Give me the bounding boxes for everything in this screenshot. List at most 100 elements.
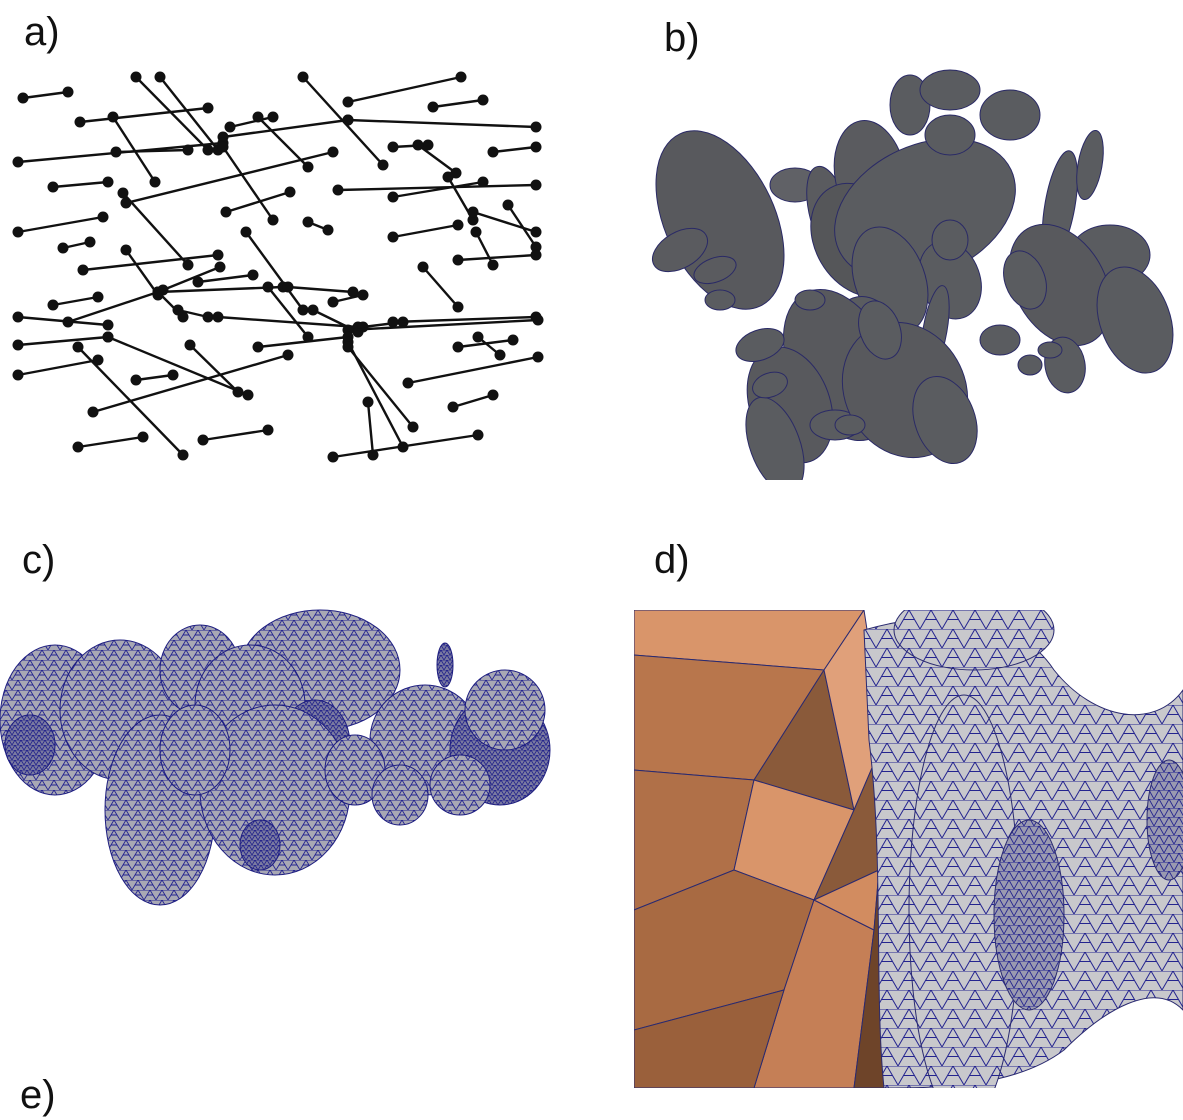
fracture-trace-32-start bbox=[502, 199, 514, 211]
fracture-trace-31-start bbox=[470, 226, 482, 238]
fracture-trace-21-end bbox=[284, 186, 296, 198]
fracture-trace-39 bbox=[197, 273, 254, 284]
fracture-trace-3-start bbox=[154, 71, 166, 83]
fracture-disc-37 bbox=[794, 289, 826, 311]
fracture-trace-8-end bbox=[149, 176, 161, 188]
fracture-trace-6-end bbox=[477, 94, 489, 106]
mesh-closeup-panel bbox=[634, 610, 1183, 1088]
fracture-trace-42-end bbox=[347, 286, 359, 298]
fracture-trace-10-end bbox=[302, 161, 314, 173]
fracture-trace-17 bbox=[492, 145, 537, 154]
fracture-trace-60-end bbox=[494, 349, 506, 361]
fracture-trace-14 bbox=[115, 148, 189, 154]
fracture-trace-57-start bbox=[252, 341, 264, 353]
fracture-trace-30-start bbox=[467, 206, 479, 218]
fracture-trace-20-end bbox=[267, 214, 279, 226]
meshed-fracture-15 bbox=[159, 704, 231, 796]
fracture-disc-29 bbox=[735, 328, 785, 362]
fracture-trace-22 bbox=[337, 183, 537, 192]
fracture-trace-38-start bbox=[452, 254, 464, 266]
meshed-fracture-18 bbox=[239, 819, 281, 871]
fracture-trace-2-start bbox=[130, 71, 142, 83]
fracture-trace-15-end bbox=[422, 139, 434, 151]
fracture-trace-2-end bbox=[202, 144, 214, 156]
fracture-trace-66-end bbox=[532, 351, 544, 363]
fracture-trace-26-end bbox=[97, 211, 109, 223]
fracture-disc-30 bbox=[704, 289, 736, 311]
fracture-trace-53 bbox=[347, 318, 539, 332]
panel-label-b: b) bbox=[664, 16, 700, 60]
fracture-trace-21 bbox=[225, 190, 291, 214]
fracture-trace-66 bbox=[407, 355, 539, 385]
fracture-trace-35 bbox=[162, 265, 221, 292]
fracture-trace-5 bbox=[347, 75, 462, 104]
fracture-disc-31 bbox=[1017, 354, 1043, 376]
fracture-trace-68-end bbox=[262, 424, 274, 436]
fracture-trace-40 bbox=[52, 295, 99, 307]
fracture-trace-22-end bbox=[530, 179, 542, 191]
fracture-trace-28-end bbox=[182, 259, 194, 271]
fracture-trace-53-end bbox=[532, 314, 544, 326]
fracture-trace-34-start bbox=[120, 244, 132, 256]
fracture-trace-27-end bbox=[84, 236, 96, 248]
fracture-trace-22-start bbox=[332, 184, 344, 196]
fracture-trace-65-start bbox=[342, 341, 354, 353]
fracture-trace-56-end bbox=[232, 386, 244, 398]
fracture-trace-34 bbox=[125, 249, 159, 296]
fracture-trace-12-end bbox=[530, 121, 542, 133]
fracture-trace-43-start bbox=[12, 311, 24, 323]
fracture-trace-37-start bbox=[417, 261, 429, 273]
fracture-trace-33-end bbox=[212, 249, 224, 261]
fracture-trace-37-end bbox=[452, 301, 464, 313]
fracture-trace-31-end bbox=[487, 259, 499, 271]
fracture-trace-38-end bbox=[530, 249, 542, 261]
fracture-trace-20-start bbox=[217, 141, 229, 153]
fracture-trace-7 bbox=[79, 106, 209, 124]
fracture-trace-4-start bbox=[297, 71, 309, 83]
intersecting-fracture-mesh bbox=[993, 819, 1065, 1011]
meshed-fracture-17 bbox=[429, 754, 491, 816]
fracture-disc-16 bbox=[1096, 266, 1174, 374]
fracture-trace-13-start bbox=[12, 156, 24, 168]
fracture-trace-5-start bbox=[342, 96, 354, 108]
fracture-trace-39-start bbox=[192, 276, 204, 288]
fracture-trace-46-end bbox=[202, 311, 214, 323]
fracture-trace-12 bbox=[347, 118, 537, 129]
fracture-trace-33-start bbox=[77, 264, 89, 276]
fracture-trace-70 bbox=[332, 433, 479, 459]
fracture-discs-diagram bbox=[652, 69, 1174, 480]
fracture-trace-63-start bbox=[72, 441, 84, 453]
fracture-trace-64 bbox=[135, 373, 174, 382]
fracture-trace-45 bbox=[67, 290, 159, 324]
fracture-trace-2 bbox=[135, 76, 209, 151]
fracture-trace-59-start bbox=[452, 341, 464, 353]
fracture-trace-70-start bbox=[327, 451, 339, 463]
fracture-trace-43-end bbox=[102, 319, 114, 331]
fracture-trace-66-start bbox=[402, 377, 414, 389]
fracture-trace-48 bbox=[267, 286, 309, 338]
meshed-fractures-diagram bbox=[0, 609, 551, 906]
fracture-trace-33 bbox=[82, 253, 219, 272]
panel-label-c: c) bbox=[22, 538, 56, 582]
fracture-trace-67-start bbox=[447, 401, 459, 413]
fracture-trace-31 bbox=[474, 231, 495, 266]
fracture-trace-37 bbox=[422, 266, 459, 308]
fracture-trace-68 bbox=[202, 428, 269, 442]
fracture-trace-1 bbox=[22, 90, 69, 100]
fracture-disc-33 bbox=[1037, 341, 1063, 359]
fracture-trace-52 bbox=[392, 315, 537, 324]
fracture-trace-24-start bbox=[442, 171, 454, 183]
fracture-trace-62 bbox=[92, 353, 289, 414]
fracture-trace-30 bbox=[472, 210, 537, 234]
fracture-discs-panel bbox=[630, 45, 1183, 480]
fracture-trace-39-end bbox=[247, 269, 259, 281]
matrix-cell-8 bbox=[634, 989, 785, 1088]
mesh-closeup-diagram bbox=[634, 610, 1183, 1088]
fracture-trace-67-end bbox=[487, 389, 499, 401]
fracture-trace-1-start bbox=[17, 92, 29, 104]
fracture-trace-30-end bbox=[530, 226, 542, 238]
fracture-disc-25 bbox=[745, 396, 805, 480]
fracture-trace-26-start bbox=[12, 226, 24, 238]
fracture-trace-64-start bbox=[130, 374, 142, 386]
fracture-trace-25-end bbox=[322, 224, 334, 236]
